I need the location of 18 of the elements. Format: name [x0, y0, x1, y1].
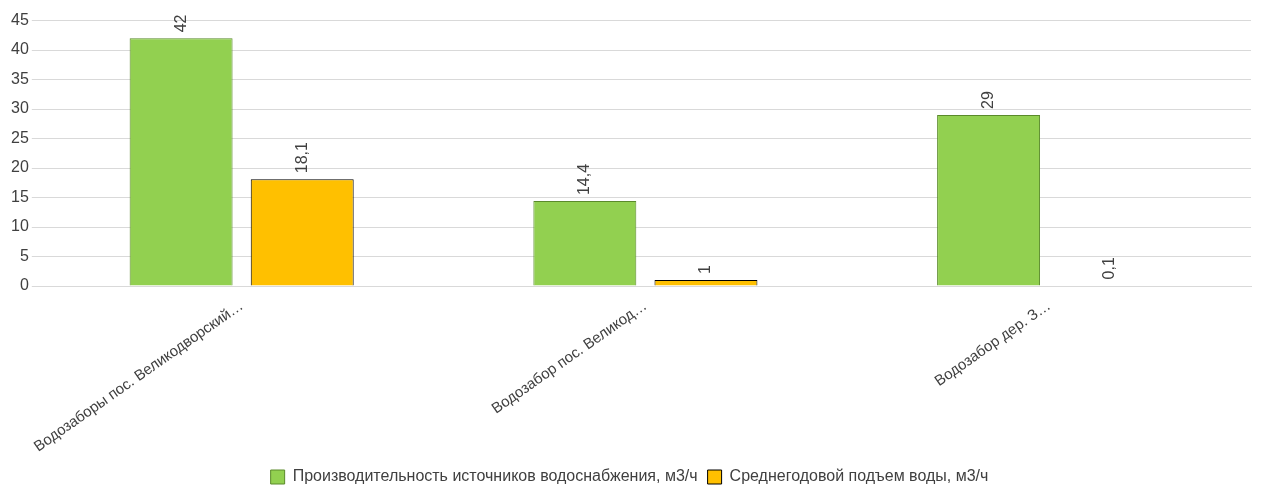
data-label: 42 — [171, 14, 189, 33]
legend-label: Среднегодовой подъем воды, м3/ч — [729, 467, 989, 485]
data-label: 14,4 — [575, 163, 593, 196]
y-tick-label: 25 — [11, 128, 29, 146]
y-tick-label: 30 — [11, 99, 29, 117]
y-tick-label: 5 — [19, 246, 29, 264]
data-label: 1 — [696, 265, 714, 275]
data-label: 0,1 — [1100, 257, 1118, 280]
data-label: 29 — [978, 91, 996, 109]
y-tick-label: 15 — [11, 187, 29, 205]
y-tick-label: 20 — [11, 158, 29, 176]
legend-label: Производительность источников водоснабжения, м3/ч — [292, 467, 698, 485]
y-tick-label: 45 — [11, 11, 29, 29]
y-tick-label: 35 — [11, 69, 29, 87]
data-label: 18,1 — [292, 142, 310, 174]
y-tick-label: 10 — [11, 217, 29, 235]
y-tick-label: 40 — [11, 40, 29, 58]
y-tick-label: 0 — [19, 276, 29, 294]
